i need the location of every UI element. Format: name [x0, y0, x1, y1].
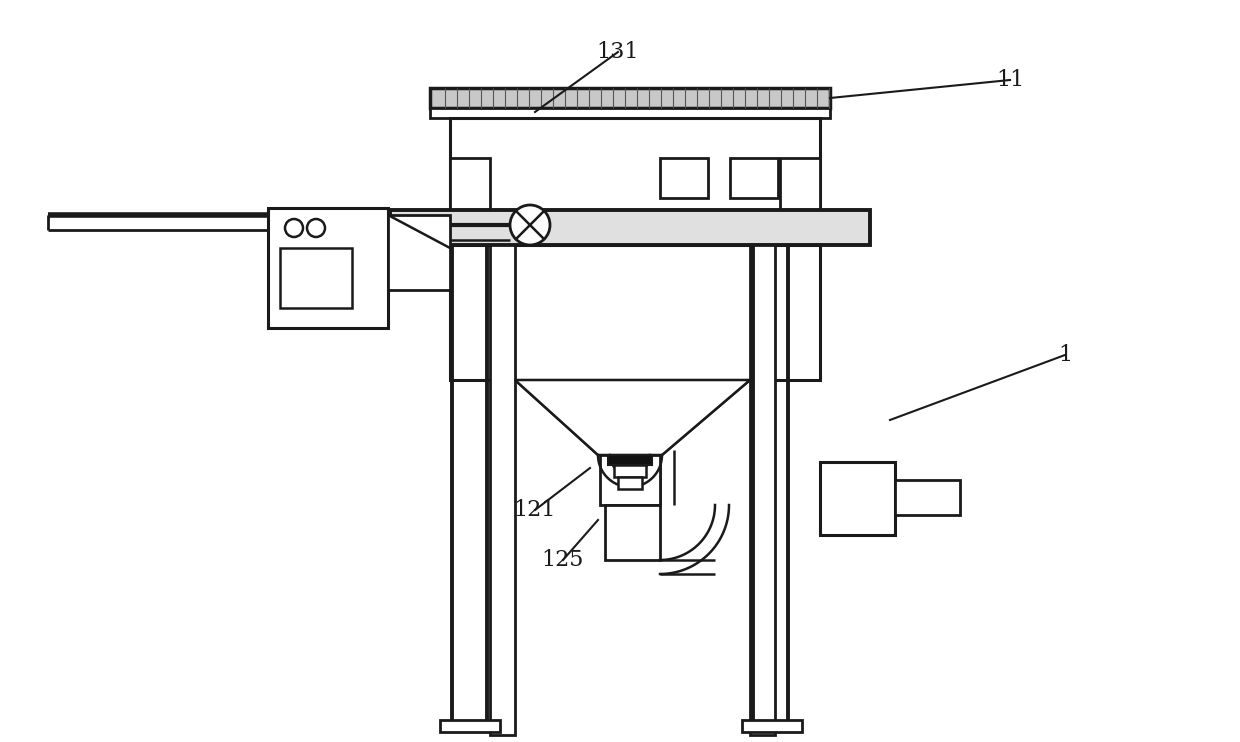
Bar	[450, 118, 820, 210]
Text: 125: 125	[542, 549, 584, 571]
Bar	[440, 720, 500, 732]
Bar	[608, 455, 652, 465]
Text: 121: 121	[513, 499, 557, 521]
Bar	[730, 158, 777, 198]
Bar	[614, 465, 646, 477]
Bar	[600, 455, 660, 505]
Circle shape	[510, 205, 551, 245]
Bar	[430, 88, 830, 108]
Bar	[618, 477, 642, 489]
Bar	[750, 245, 775, 735]
Bar	[660, 158, 708, 198]
Bar	[391, 210, 870, 245]
Circle shape	[285, 219, 303, 237]
Bar	[605, 505, 660, 560]
Bar	[450, 158, 490, 210]
Circle shape	[308, 219, 325, 237]
Bar	[780, 158, 820, 210]
Bar	[430, 108, 830, 118]
Bar	[388, 215, 450, 290]
Polygon shape	[515, 380, 750, 455]
Bar	[895, 480, 960, 515]
Text: 131: 131	[596, 41, 640, 63]
Bar	[450, 245, 820, 380]
Bar	[490, 245, 515, 735]
Bar	[280, 248, 352, 308]
Bar	[268, 208, 388, 328]
Text: 1: 1	[1058, 344, 1073, 366]
Bar	[742, 720, 802, 732]
Bar	[820, 462, 895, 535]
Text: 11: 11	[996, 69, 1024, 91]
